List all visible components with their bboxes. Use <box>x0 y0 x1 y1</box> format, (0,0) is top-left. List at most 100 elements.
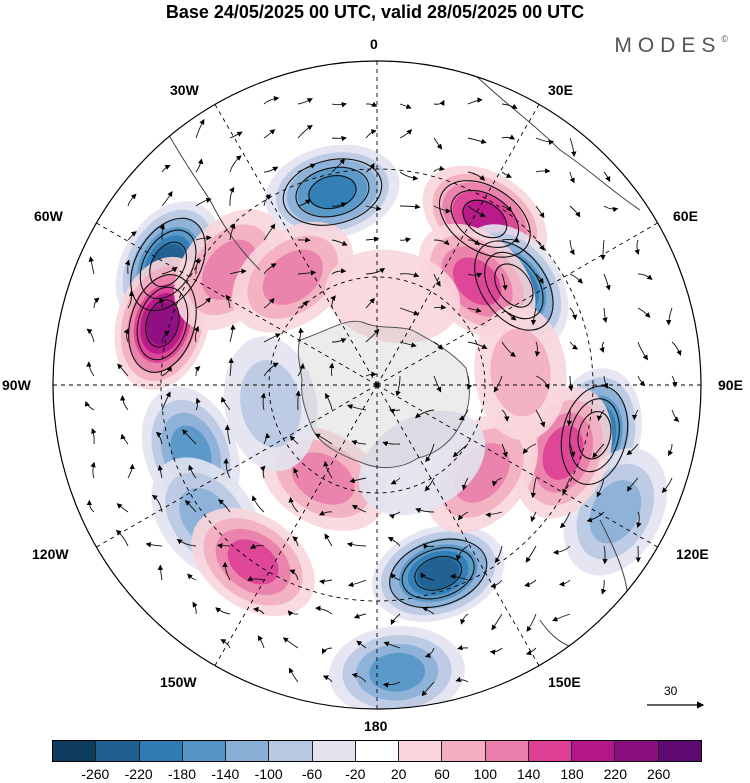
contour-line <box>128 274 197 373</box>
wind-arrow <box>627 477 639 492</box>
wind-arrow <box>116 503 129 513</box>
wind-arrow <box>530 477 537 499</box>
wind-arrow <box>452 443 469 458</box>
colorbar-segment <box>442 741 486 761</box>
wind-arrow <box>124 259 131 275</box>
wind-arrow <box>222 561 231 581</box>
colorbar-segment <box>485 741 529 761</box>
colorbar-segment <box>269 741 313 761</box>
wind-arrow <box>458 409 469 421</box>
wind-arrow <box>433 341 443 351</box>
wind-arrow <box>151 494 163 513</box>
wind-arrow <box>467 341 488 349</box>
wind-arrow <box>552 545 571 555</box>
wind-arrow <box>263 166 279 173</box>
wind-arrow <box>501 103 518 109</box>
wind-arrow <box>297 270 317 276</box>
wind-arrow <box>297 98 313 105</box>
wind-arrow <box>637 341 648 361</box>
wind-arrow <box>490 579 503 589</box>
wind-arrow <box>93 297 100 309</box>
anomaly-blob <box>227 539 279 585</box>
anomaly-blob <box>308 174 357 210</box>
wind-arrow <box>86 361 95 377</box>
wind-arrow <box>217 499 231 513</box>
wind-arrow <box>161 365 172 377</box>
wind-arrow <box>229 223 236 241</box>
wind-arrow <box>257 635 265 649</box>
contour-line <box>389 538 488 608</box>
wind-arrow <box>489 647 503 655</box>
wind-arrow <box>127 193 137 207</box>
wind-arrow <box>331 239 348 246</box>
pole-marker <box>374 382 380 388</box>
wind-arrow <box>356 640 367 649</box>
wind-arrow <box>263 95 280 105</box>
meridian-line <box>96 384 378 548</box>
wind-arrow <box>596 477 605 498</box>
wind-arrow <box>297 327 304 343</box>
wind-arrow <box>433 273 441 287</box>
wind-arrow <box>501 237 520 243</box>
wind-arrow <box>249 543 265 549</box>
wind-arrow <box>467 307 482 313</box>
meridian-line <box>214 104 378 386</box>
contour-line <box>136 286 189 361</box>
colorbar-segment <box>658 741 701 761</box>
wind-arrow <box>415 507 435 514</box>
wind-arrow <box>456 545 469 561</box>
wind-arrow <box>671 341 682 356</box>
lon-label-150e: 150E <box>548 674 581 690</box>
wind-arrow <box>195 397 201 411</box>
wind-arrow <box>297 300 308 309</box>
wind-arrow <box>188 464 197 479</box>
colorbar-segment <box>572 741 616 761</box>
colorbar-tick-label: 100 <box>473 766 498 782</box>
colorbar <box>52 740 702 762</box>
colorbar-segment <box>355 741 400 761</box>
wind-arrow <box>195 297 211 309</box>
wind-arrow <box>399 129 413 139</box>
anomaly-blob <box>146 302 179 345</box>
colorbar-segment <box>53 741 97 761</box>
contour-line <box>569 398 620 473</box>
wind-arrow <box>315 605 333 615</box>
wind-arrow <box>351 504 367 513</box>
wind-arrow <box>525 647 537 656</box>
wind-arrow <box>424 477 435 492</box>
wind-arrow <box>562 477 571 495</box>
lon-label-30e: 30E <box>548 82 573 98</box>
wind-arrow <box>84 400 95 411</box>
contour-line <box>145 299 180 348</box>
wind-arrow <box>501 273 508 291</box>
wind-arrow <box>157 564 164 581</box>
wind-arrow <box>328 362 335 377</box>
wind-arrow <box>569 307 578 321</box>
wind-arrow <box>569 443 576 458</box>
wind-arrow <box>501 443 508 458</box>
wind-arrow <box>493 375 503 393</box>
wind-arrow <box>346 404 367 411</box>
wind-arrow <box>566 409 573 427</box>
contour-line <box>494 263 534 308</box>
colorbar-labels: -260 -220 -180 -140 -100 -60 -20 20 60 100 140 180 2… <box>52 766 702 783</box>
wind-arrow <box>399 171 419 181</box>
wind-arrow <box>433 99 445 106</box>
wind-arrow <box>263 297 275 309</box>
wind-arrow <box>552 613 571 622</box>
wind-arrow <box>399 237 412 243</box>
wind-arrow <box>602 545 608 565</box>
wind-arrow <box>351 672 367 683</box>
wind-arrow <box>322 675 333 683</box>
wind-arrow <box>288 496 299 513</box>
wind-arrow <box>184 500 197 513</box>
wind-arrow <box>433 205 452 214</box>
wind-arrow <box>293 467 299 479</box>
wind-arrow <box>223 458 231 479</box>
wind-arrow <box>501 409 510 422</box>
anomaly-blob <box>542 425 584 480</box>
wind-arrow <box>161 191 173 207</box>
wind-arrow <box>433 165 445 173</box>
wind-arrow <box>433 239 450 246</box>
